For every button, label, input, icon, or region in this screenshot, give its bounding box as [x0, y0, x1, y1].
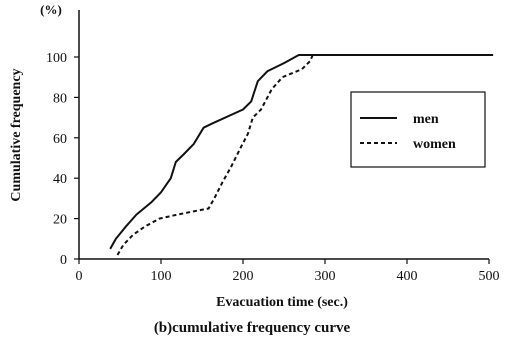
series-line-women [116, 54, 314, 256]
x-tick-label: 400 [397, 269, 418, 284]
plot-area [109, 54, 494, 256]
x-tick-label: 0 [76, 269, 83, 284]
y-axis-title: Cumulative frequency [9, 68, 24, 201]
legend: men women [350, 91, 486, 168]
axes [78, 10, 489, 260]
legend-box [350, 91, 486, 168]
series-line-men [109, 54, 494, 250]
y-tick-label: 60 [53, 132, 67, 147]
x-tick-label: 100 [151, 269, 172, 284]
y-unit-label: (%) [40, 2, 62, 17]
y-tick-label: 80 [53, 91, 67, 106]
x-tick-label: 200 [233, 269, 254, 284]
legend-label-women: women [413, 137, 456, 152]
y-tick-label: 100 [46, 51, 67, 66]
y-tick-label: 0 [60, 253, 67, 268]
legend-label-men: men [413, 112, 439, 127]
ticks: 0 100 200 300 400 500 0 20 40 60 80 100 [46, 51, 500, 284]
x-tick-label: 300 [315, 269, 336, 284]
x-axis-title: Evacuation time (sec.) [216, 295, 348, 310]
y-tick-label: 20 [53, 213, 67, 228]
x-tick-label: 500 [479, 269, 500, 284]
chart-caption: (b)cumulative frequency curve [154, 320, 351, 336]
y-tick-label: 40 [53, 172, 67, 187]
